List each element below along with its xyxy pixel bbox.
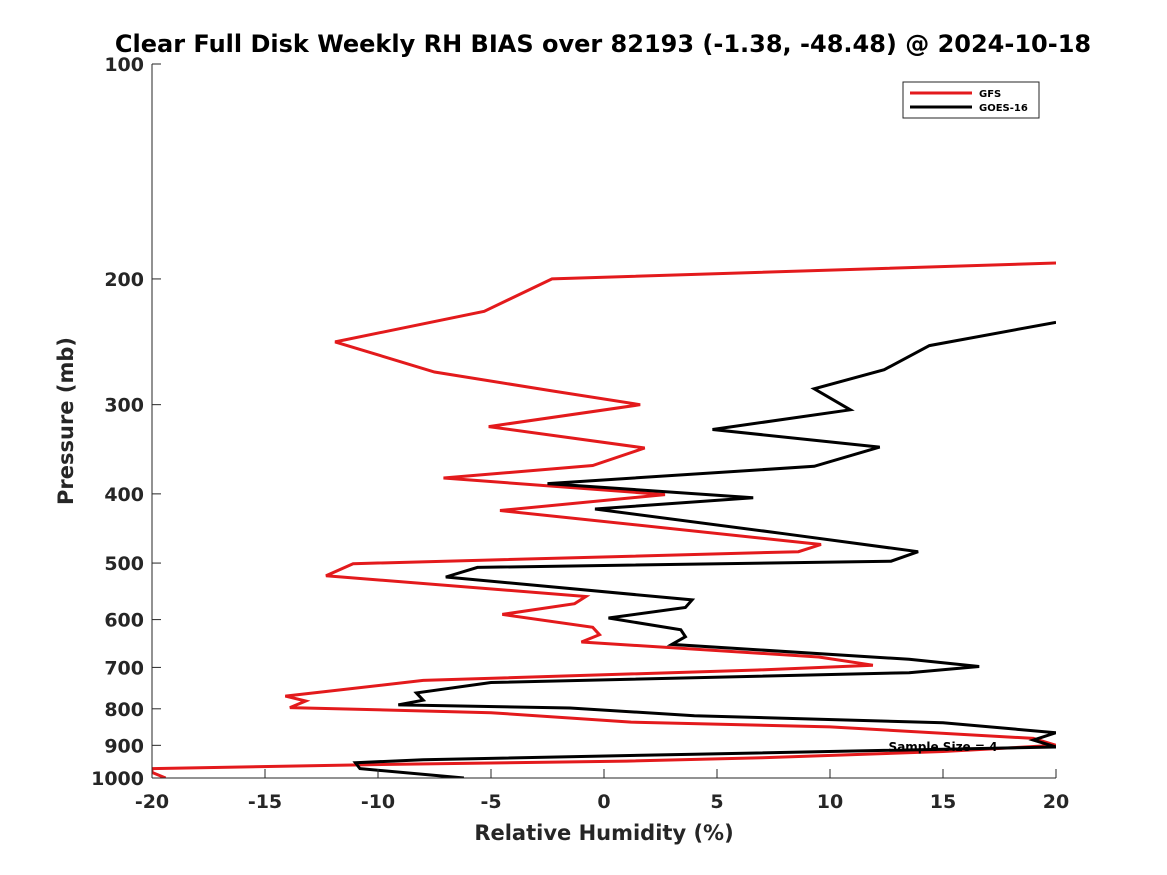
y-tick-label: 800 xyxy=(104,699,144,721)
x-tick-label: 0 xyxy=(597,791,610,813)
series-line-goes-16 xyxy=(352,320,1056,778)
chart-title: Clear Full Disk Weekly RH BIAS over 8219… xyxy=(115,30,1091,58)
sample-size-annotation: Sample Size = 4 xyxy=(889,740,998,754)
x-tick-label: 15 xyxy=(930,791,956,813)
x-tick-label: -10 xyxy=(361,791,395,813)
y-tick-label: 600 xyxy=(104,610,144,632)
x-tick-label: -20 xyxy=(135,791,169,813)
series-layer xyxy=(152,261,1056,778)
y-tick-label: 900 xyxy=(104,735,144,757)
x-tick-label: 5 xyxy=(710,791,723,813)
y-tick-label: 300 xyxy=(104,395,144,417)
y-tick-label: 400 xyxy=(104,484,144,506)
y-tick-label: 1000 xyxy=(91,768,144,790)
axes-layer: -20 -15 -10 -5 0 5 10 15 20 100 200 300 400 500 600 700… xyxy=(91,54,1069,813)
legend-box xyxy=(902,81,1040,119)
legend-entry: GOES-16 xyxy=(979,103,1028,114)
x-tick-label: 20 xyxy=(1043,791,1069,813)
y-tick-label: 200 xyxy=(104,269,144,291)
y-tick-label: 500 xyxy=(104,553,144,575)
y-axis-label: Pressure (mb) xyxy=(54,337,78,505)
x-tick-label: -15 xyxy=(248,791,282,813)
x-axis-label: Relative Humidity (%) xyxy=(474,821,733,845)
plot-area: -20 -15 -10 -5 0 5 10 15 20 100 200 300 400 500 600 700… xyxy=(91,54,1069,813)
y-tick-label: 100 xyxy=(104,54,144,76)
legend-entry: GFS xyxy=(979,89,1001,100)
x-tick-label: 10 xyxy=(817,791,843,813)
y-tick-label: 700 xyxy=(104,657,144,679)
x-tick-label: -5 xyxy=(480,791,501,813)
legend: GFS GOES-16 xyxy=(902,81,1040,119)
